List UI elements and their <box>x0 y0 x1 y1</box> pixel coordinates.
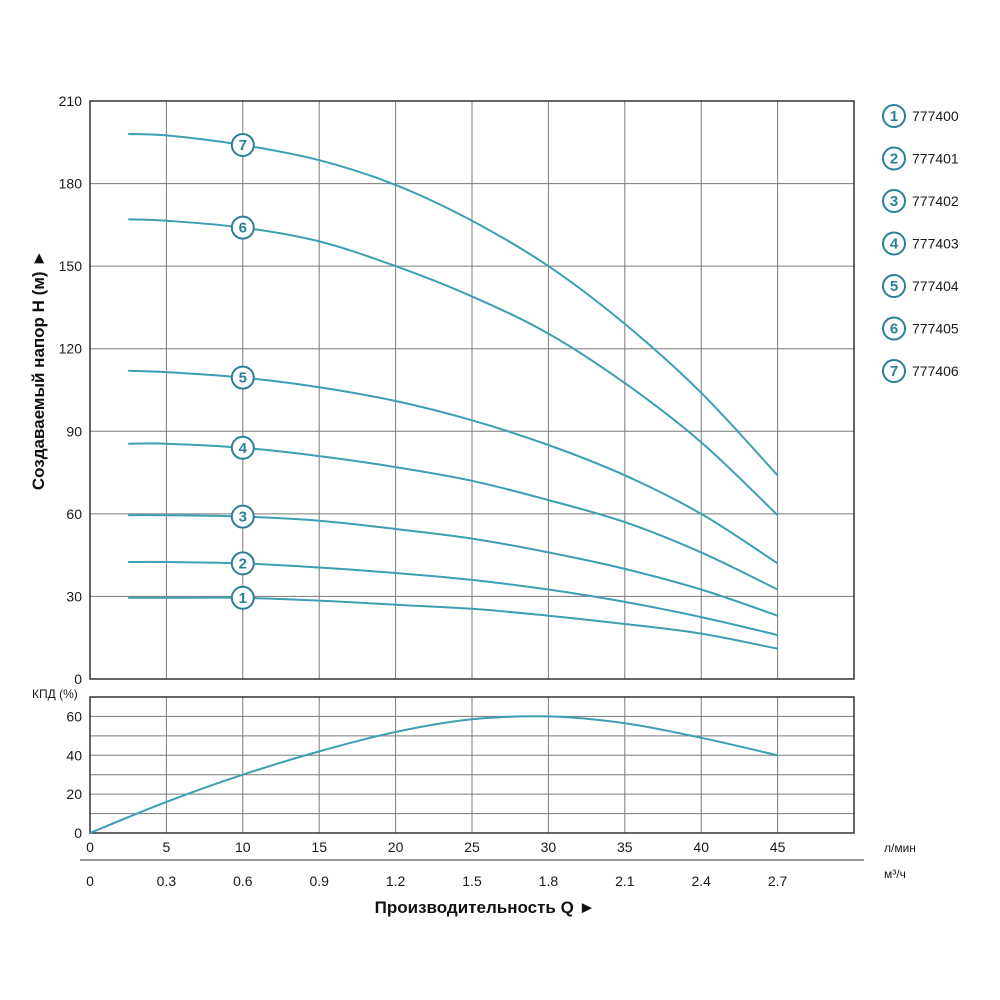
efficiency-y-tick-label: 60 <box>66 708 82 724</box>
legend-item-777400: 777400 <box>912 108 959 124</box>
x-tick-label-lmin: 15 <box>311 839 327 855</box>
x-unit-m3h: м³/ч <box>884 867 906 881</box>
head-curve-777400 <box>128 596 778 650</box>
head-curve-777402 <box>128 514 778 617</box>
legend-marker-label-4: 4 <box>890 236 899 253</box>
x-tick-label-lmin: 45 <box>770 839 786 855</box>
head-y-tick-label: 180 <box>59 176 83 192</box>
legend: 1 777400 2 777401 3 777402 4 777403 5 777404 6 7774… <box>882 104 959 383</box>
curve-marker-label-6: 6 <box>239 220 247 237</box>
legend-marker-7 <box>882 359 906 383</box>
head-curve-777404 <box>128 369 779 565</box>
curve-marker-4 <box>230 435 255 460</box>
legend-marker-label-6: 6 <box>890 321 898 338</box>
marker-layer: 1 2 3 4 5 6 7 <box>230 133 255 610</box>
efficiency-axis-title: КПД (%) <box>32 687 78 701</box>
head-curve-777405 <box>128 218 779 516</box>
head-curve-777403 <box>128 442 779 591</box>
legend-item-777406: 777406 <box>912 363 959 379</box>
curve-marker-label-2: 2 <box>239 555 247 572</box>
y-axis-title: Создаваемый напор H (м) ► <box>29 250 48 490</box>
x-tick-label-m3h: 1.2 <box>386 873 406 889</box>
head-panel-frame <box>89 100 855 680</box>
legend-marker-label-1: 1 <box>890 108 898 125</box>
curve-marker-label-4: 4 <box>239 440 248 457</box>
x-tick-label-lmin: 40 <box>693 839 709 855</box>
x-tick-label-lmin: 30 <box>541 839 557 855</box>
x-tick-label-lmin: 35 <box>617 839 633 855</box>
legend-marker-4 <box>882 231 906 256</box>
legend-marker-label-5: 5 <box>890 278 898 295</box>
x-axis-title: Производительность Q ► <box>375 898 596 917</box>
curve-layer <box>89 133 779 834</box>
head-y-tick-label: 0 <box>74 671 82 687</box>
x-tick-label-m3h: 2.4 <box>691 873 711 889</box>
x-tick-label-lmin: 5 <box>163 839 171 855</box>
legend-marker-2 <box>882 146 906 171</box>
legend-marker-label-2: 2 <box>890 151 898 168</box>
x-tick-label-lmin: 25 <box>464 839 480 855</box>
x-tick-label-lmin: 0 <box>86 839 94 855</box>
x-tick-label-lmin: 20 <box>388 839 404 855</box>
grid-layer <box>89 100 855 834</box>
legend-item-777401: 777401 <box>912 151 959 167</box>
legend-item-777404: 777404 <box>912 278 959 294</box>
head-y-tick-label: 90 <box>66 423 82 439</box>
efficiency-panel-frame <box>89 696 855 834</box>
efficiency-curve <box>89 715 778 834</box>
x-tick-label-m3h: 0.3 <box>157 873 177 889</box>
head-y-tick-label: 30 <box>66 588 82 604</box>
x-tick-label-m3h: 0 <box>86 873 94 889</box>
curve-marker-label-1: 1 <box>239 590 247 607</box>
x-tick-label-m3h: 0.6 <box>233 873 253 889</box>
efficiency-y-tick-label: 0 <box>74 825 82 841</box>
curve-marker-7 <box>230 133 255 158</box>
x-tick-label-m3h: 2.1 <box>615 873 635 889</box>
curve-marker-label-7: 7 <box>239 137 247 154</box>
legend-marker-3 <box>882 189 906 213</box>
legend-marker-label-3: 3 <box>890 193 898 210</box>
head-curve-777406 <box>128 133 779 476</box>
curve-marker-3 <box>230 504 255 529</box>
head-y-tick-label: 60 <box>66 506 82 522</box>
head-curve-777401 <box>128 560 778 636</box>
x-tick-label-m3h: 0.9 <box>309 873 329 889</box>
curve-marker-5 <box>230 365 255 390</box>
curve-marker-2 <box>230 551 255 576</box>
legend-marker-5 <box>882 274 906 298</box>
head-y-tick-label: 210 <box>59 93 83 109</box>
legend-item-777405: 777405 <box>912 321 959 337</box>
legend-marker-label-7: 7 <box>890 363 898 380</box>
legend-marker-6 <box>882 316 906 341</box>
x-tick-label-m3h: 2.7 <box>768 873 788 889</box>
x-tick-label-m3h: 1.5 <box>462 873 482 889</box>
curve-marker-6 <box>230 215 255 240</box>
efficiency-y-tick-label: 40 <box>66 747 82 763</box>
x-unit-lmin: л/мин <box>884 841 916 855</box>
curve-marker-1 <box>230 585 255 610</box>
x-tick-label-lmin: 10 <box>235 839 251 855</box>
head-y-tick-label: 120 <box>59 341 83 357</box>
legend-item-777402: 777402 <box>912 193 959 209</box>
efficiency-y-tick-label: 20 <box>66 786 82 802</box>
tick-layer: 030609012015018021002040600050.3100.6150… <box>59 93 864 889</box>
curve-marker-label-3: 3 <box>239 509 247 526</box>
head-y-tick-label: 150 <box>59 258 83 274</box>
legend-item-777403: 777403 <box>912 236 959 252</box>
x-tick-label-m3h: 1.8 <box>539 873 559 889</box>
curve-marker-label-5: 5 <box>239 370 247 387</box>
legend-marker-1 <box>882 104 906 128</box>
